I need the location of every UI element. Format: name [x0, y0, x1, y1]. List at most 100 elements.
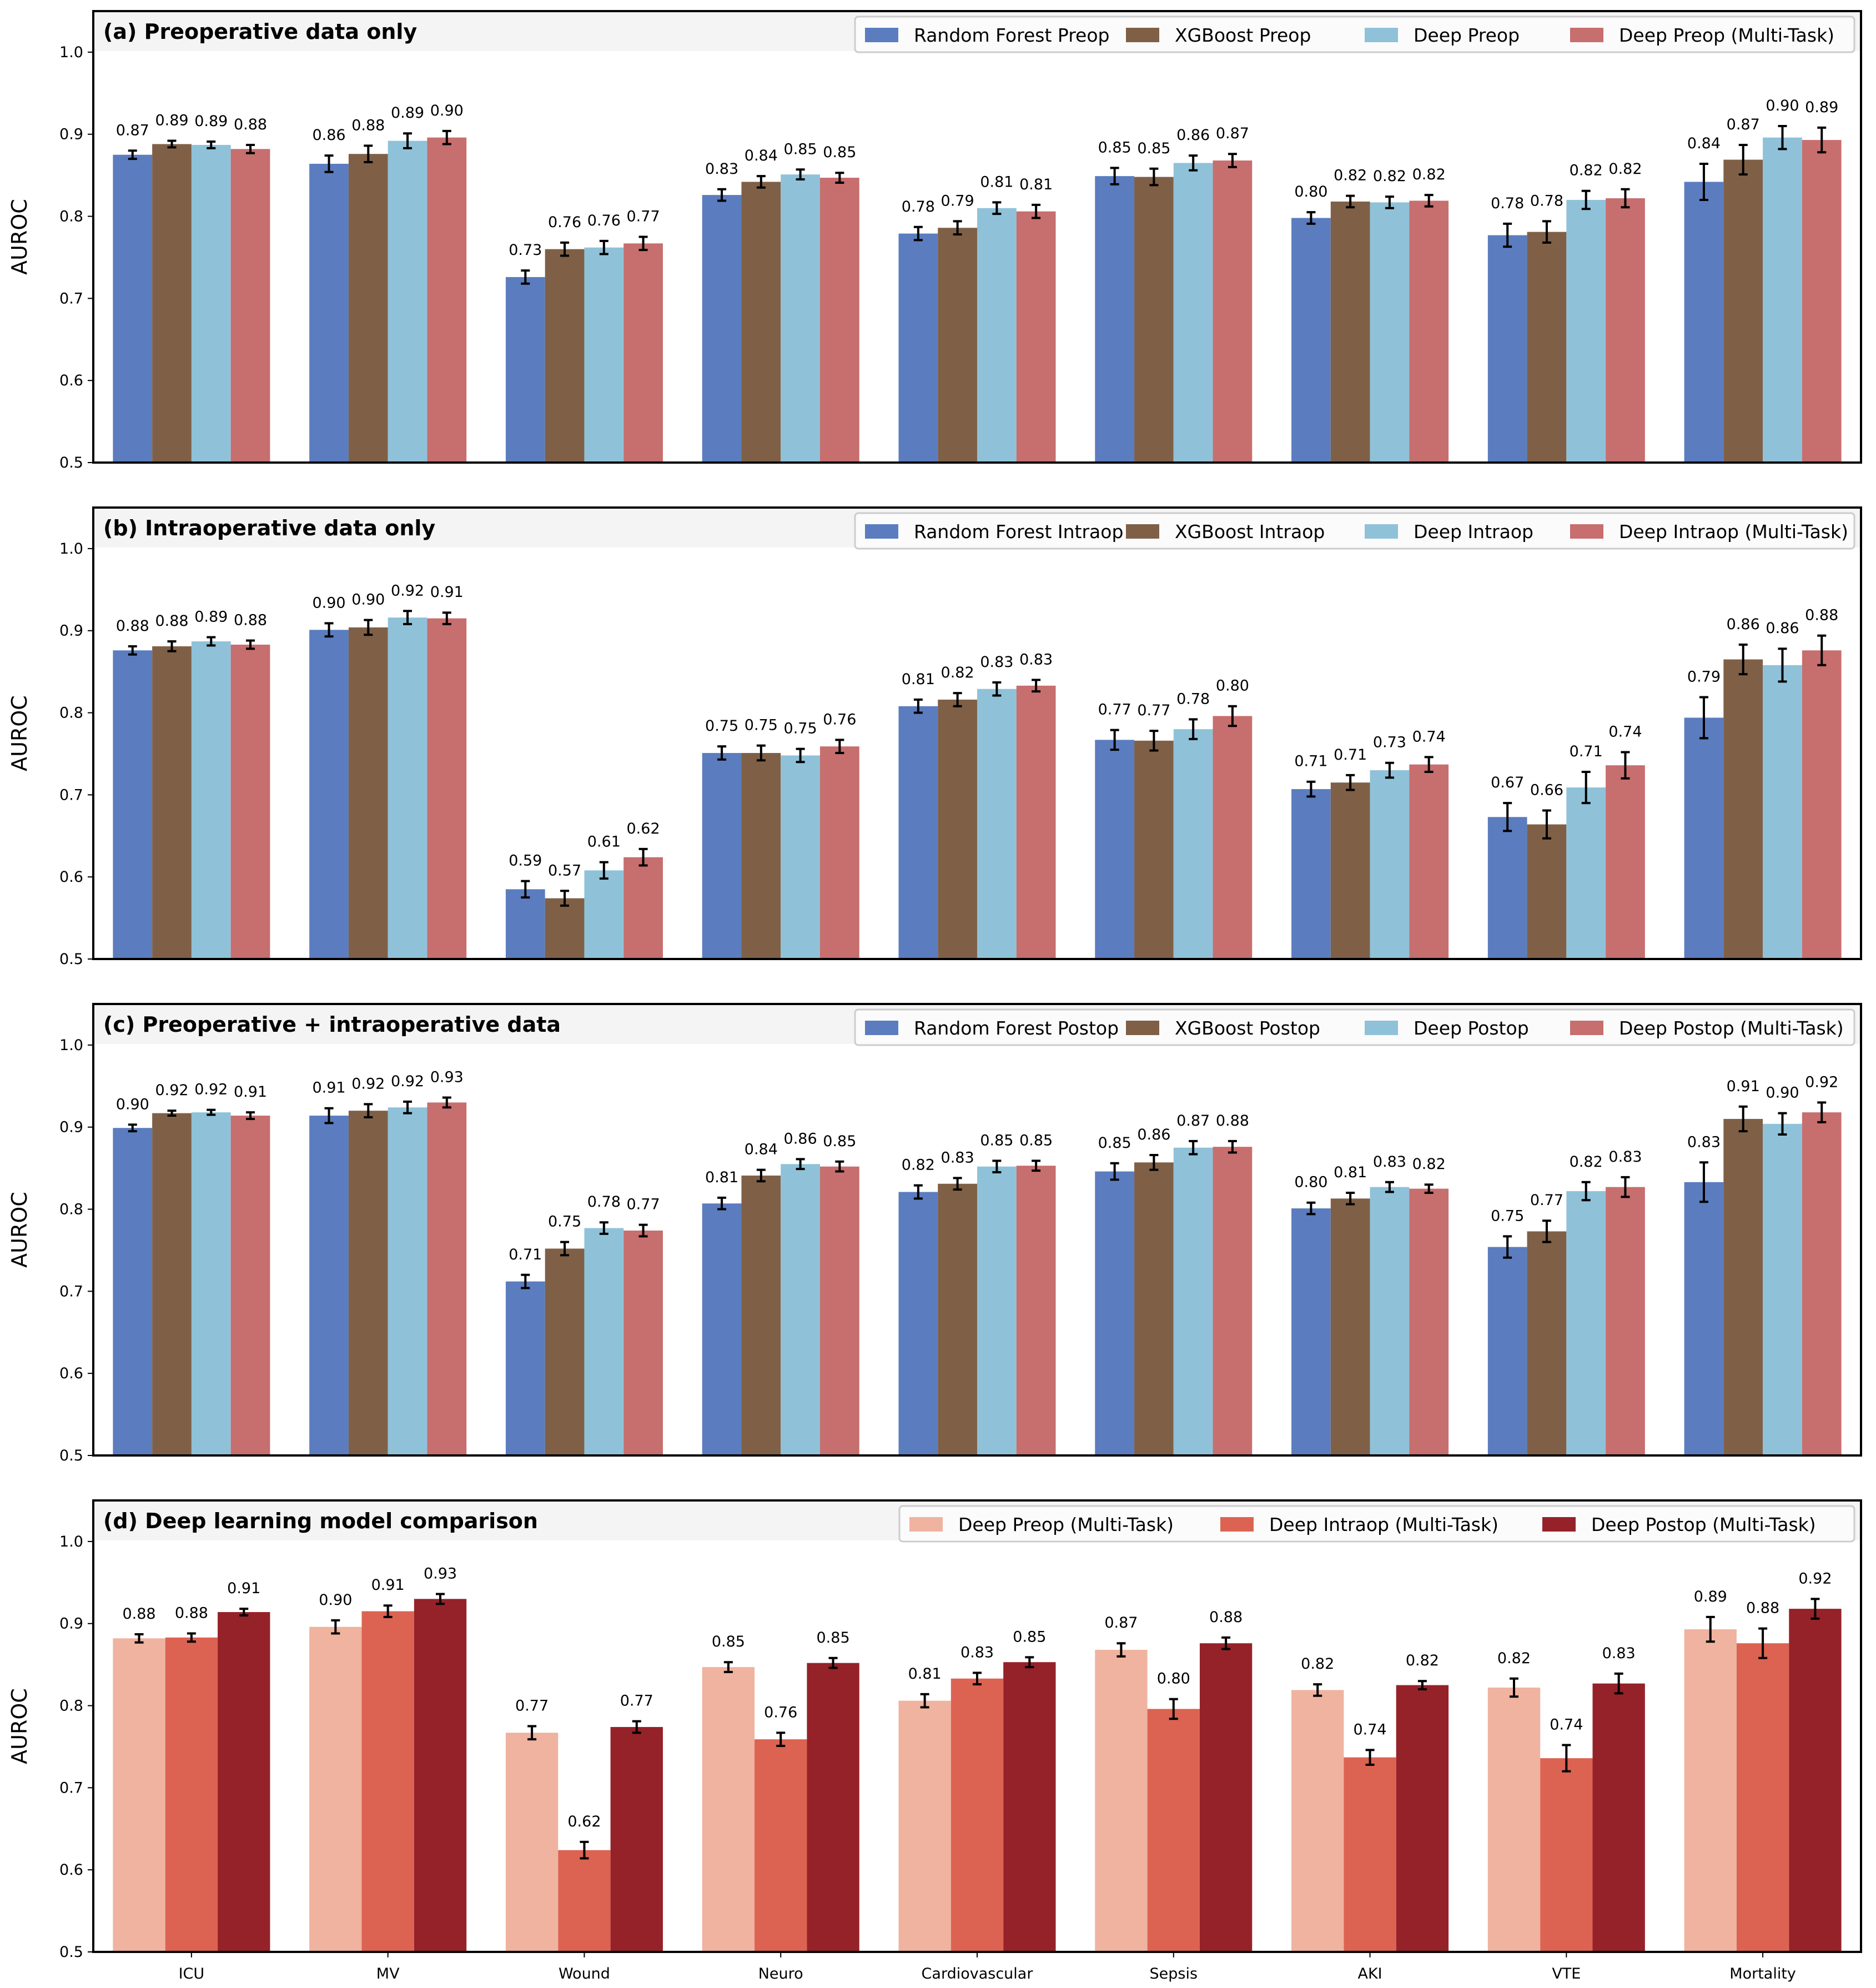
bar[interactable]	[545, 249, 585, 463]
bar[interactable]	[623, 1230, 663, 1455]
bar[interactable]	[1802, 140, 1842, 463]
bar[interactable]	[505, 277, 545, 463]
bar[interactable]	[623, 857, 663, 959]
bar[interactable]	[584, 1228, 624, 1455]
bar[interactable]	[1684, 717, 1724, 959]
bar[interactable]	[1409, 200, 1449, 463]
bar[interactable]	[1592, 1683, 1645, 1952]
bar[interactable]	[309, 630, 349, 959]
bar[interactable]	[165, 1637, 218, 1952]
bar[interactable]	[807, 1663, 859, 1952]
bar[interactable]	[1684, 182, 1724, 463]
bar[interactable]	[152, 646, 192, 959]
bar[interactable]	[1330, 201, 1370, 463]
bar[interactable]	[1147, 1709, 1200, 1952]
bar[interactable]	[1291, 1690, 1344, 1952]
bar[interactable]	[309, 1116, 349, 1455]
bar[interactable]	[388, 618, 427, 959]
bar[interactable]	[898, 1192, 938, 1455]
bar[interactable]	[741, 1175, 781, 1455]
bar[interactable]	[755, 1739, 807, 1952]
bar[interactable]	[388, 1107, 427, 1455]
bar[interactable]	[1566, 787, 1606, 959]
bar[interactable]	[1409, 764, 1449, 959]
bar[interactable]	[1330, 1198, 1370, 1455]
bar[interactable]	[1199, 1643, 1253, 1952]
bar[interactable]	[1487, 1247, 1527, 1455]
bar[interactable]	[230, 1116, 270, 1455]
bar[interactable]	[1173, 163, 1213, 463]
bar[interactable]	[898, 706, 938, 959]
bar[interactable]	[584, 870, 624, 959]
bar[interactable]	[1291, 1208, 1331, 1455]
bar[interactable]	[1527, 824, 1567, 959]
bar[interactable]	[1763, 1123, 1802, 1455]
bar[interactable]	[1723, 1118, 1763, 1455]
bar[interactable]	[623, 243, 663, 463]
bar[interactable]	[1370, 1187, 1410, 1455]
bar[interactable]	[1802, 650, 1842, 959]
bar[interactable]	[1606, 1187, 1645, 1455]
bar[interactable]	[1344, 1757, 1396, 1952]
bar[interactable]	[348, 154, 388, 463]
bar[interactable]	[741, 752, 781, 959]
bar[interactable]	[113, 650, 153, 959]
bar[interactable]	[1487, 817, 1527, 959]
bar[interactable]	[113, 1638, 165, 1952]
bar[interactable]	[977, 208, 1017, 463]
bar[interactable]	[113, 154, 153, 463]
bar[interactable]	[191, 144, 231, 463]
bar[interactable]	[1763, 137, 1802, 463]
bar[interactable]	[938, 1183, 977, 1455]
bar[interactable]	[898, 233, 938, 463]
bar[interactable]	[1736, 1643, 1789, 1952]
bar[interactable]	[1291, 218, 1331, 463]
bar[interactable]	[1095, 176, 1135, 463]
bar[interactable]	[781, 174, 820, 463]
bar[interactable]	[1095, 1650, 1148, 1952]
bar[interactable]	[938, 699, 977, 959]
bar[interactable]	[1789, 1609, 1842, 1952]
bar[interactable]	[1016, 211, 1056, 463]
bar[interactable]	[1003, 1662, 1056, 1952]
bar[interactable]	[558, 1850, 611, 1952]
bar[interactable]	[1802, 1112, 1842, 1455]
bar[interactable]	[1527, 232, 1567, 463]
bar[interactable]	[1134, 1162, 1174, 1455]
bar[interactable]	[1134, 177, 1174, 463]
bar[interactable]	[1606, 765, 1645, 959]
bar[interactable]	[1134, 740, 1174, 959]
bar[interactable]	[505, 889, 545, 959]
bar[interactable]	[545, 898, 585, 959]
bar[interactable]	[1527, 1231, 1567, 1455]
bar[interactable]	[1487, 1688, 1541, 1952]
bar[interactable]	[741, 182, 781, 463]
bar[interactable]	[1566, 1191, 1606, 1455]
bar[interactable]	[1291, 789, 1331, 959]
bar[interactable]	[702, 752, 742, 959]
bar[interactable]	[230, 149, 270, 463]
bar[interactable]	[819, 178, 859, 463]
bar[interactable]	[702, 1667, 755, 1952]
bar[interactable]	[1409, 1188, 1449, 1455]
bar[interactable]	[781, 1164, 820, 1455]
bar[interactable]	[1396, 1685, 1449, 1952]
bar[interactable]	[545, 1248, 585, 1455]
bar[interactable]	[1370, 202, 1410, 463]
bar[interactable]	[427, 618, 467, 959]
bar[interactable]	[702, 1203, 742, 1455]
bar[interactable]	[1173, 729, 1213, 959]
bar[interactable]	[819, 1166, 859, 1455]
bar[interactable]	[819, 746, 859, 959]
bar[interactable]	[1540, 1758, 1593, 1952]
bar[interactable]	[1213, 1147, 1253, 1455]
bar[interactable]	[1684, 1182, 1724, 1455]
bar[interactable]	[898, 1700, 951, 1952]
bar[interactable]	[427, 1102, 467, 1455]
bar[interactable]	[1095, 740, 1135, 959]
bar[interactable]	[505, 1281, 545, 1455]
bar[interactable]	[152, 1113, 192, 1455]
bar[interactable]	[1016, 1166, 1056, 1455]
bar[interactable]	[938, 228, 977, 463]
bar[interactable]	[427, 137, 467, 463]
